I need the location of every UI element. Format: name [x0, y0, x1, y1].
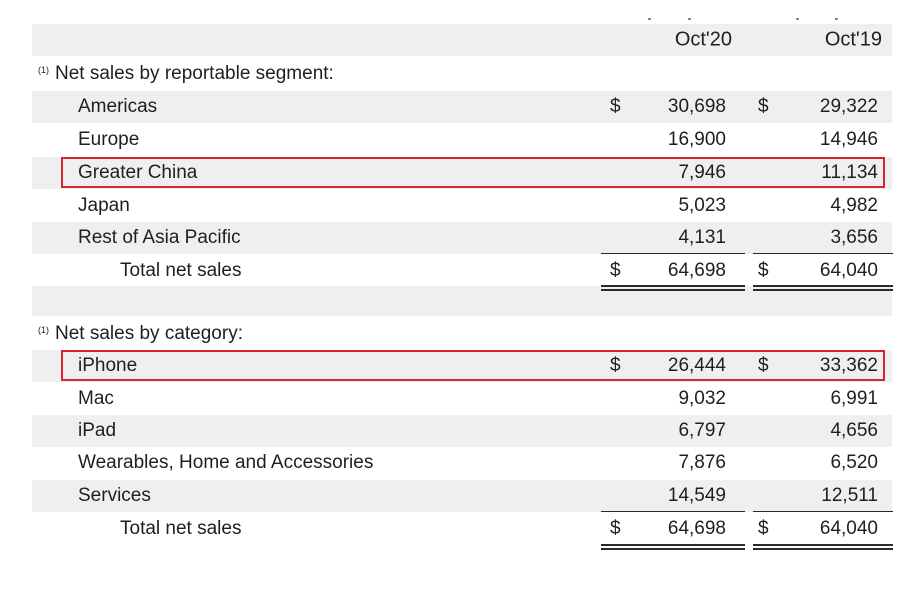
subtotal-rule [601, 511, 745, 512]
subtotal-rule [753, 511, 893, 512]
double-rule-bottom [753, 289, 893, 291]
row-label: Americas [78, 96, 158, 117]
value-oct20: 5,023 [678, 195, 726, 216]
column-header-row: Oct'20 Oct'19 [32, 24, 892, 56]
highlight-box-iphone [61, 350, 885, 381]
double-rule-top [753, 544, 893, 546]
double-rule-top [753, 285, 893, 287]
column-header-oct19: Oct'19 [824, 28, 882, 51]
row-label: iPhone [78, 355, 138, 376]
row-label: Mac [78, 388, 114, 409]
value-oct19: 11,134 [821, 162, 878, 183]
dollar-sign: $ [758, 518, 769, 539]
table-row-total-category: Total net sales $ 64,698 $ 64,040 [32, 513, 892, 545]
section-title-segment: (1) Net sales by reportable segment: [38, 63, 334, 85]
section-title-text: Net sales by category: [55, 323, 243, 344]
double-rule-bottom [601, 548, 745, 550]
value-oct19: 6,991 [830, 388, 878, 409]
value-oct19: 33,362 [819, 355, 878, 376]
row-label: Greater China [78, 162, 198, 183]
total-value-oct20: 64,698 [667, 518, 726, 539]
scan-tick-mark [688, 18, 691, 20]
scan-tick-mark [835, 18, 838, 20]
dollar-sign: $ [610, 260, 621, 281]
table-row-mac: Mac 9,032 6,991 [32, 383, 892, 415]
footnote-marker: (1) [38, 325, 49, 335]
dollar-sign: $ [610, 518, 621, 539]
value-oct19: 3,656 [830, 227, 878, 248]
footnote-marker: (1) [38, 65, 49, 75]
column-header-oct20: Oct'20 [674, 28, 732, 51]
section-title-row: (1) Net sales by reportable segment: [32, 58, 892, 90]
value-oct20: 14,549 [667, 485, 726, 506]
table-row-services: Services 14,549 12,511 [32, 480, 892, 512]
value-oct20: 7,876 [678, 452, 726, 473]
row-label: Japan [78, 195, 130, 216]
section-title-category: (1) Net sales by category: [38, 323, 243, 345]
value-oct20: 16,900 [667, 129, 726, 150]
row-label: iPad [78, 420, 117, 441]
double-rule-bottom [601, 289, 745, 291]
scan-tick-mark [648, 18, 651, 20]
highlight-box-greater-china [61, 157, 885, 188]
row-label: Services [78, 485, 151, 506]
value-oct20: 6,797 [678, 420, 726, 441]
table-row-wearables: Wearables, Home and Accessories 7,876 6,… [32, 447, 892, 479]
dollar-sign: $ [758, 355, 769, 376]
table-row-iphone: iPhone $ 26,444 $ 33,362 [32, 350, 892, 382]
value-oct20: 7,946 [678, 162, 726, 183]
table-row-europe: Europe 16,900 14,946 [32, 124, 892, 156]
section-title-text: Net sales by reportable segment: [55, 63, 334, 84]
value-oct20: 30,698 [667, 96, 726, 117]
value-oct19: 29,322 [819, 96, 878, 117]
scan-tick-mark [796, 18, 799, 20]
dollar-sign: $ [758, 96, 769, 117]
table-row-ipad: iPad 6,797 4,656 [32, 415, 892, 447]
table-row-americas: Americas $ 30,698 $ 29,322 [32, 91, 892, 123]
table-row-japan: Japan 5,023 4,982 [32, 190, 892, 222]
double-rule-top [601, 285, 745, 287]
total-value-oct20: 64,698 [667, 260, 726, 281]
total-label: Total net sales [120, 260, 242, 281]
value-oct19: 12,511 [821, 485, 878, 506]
row-label: Rest of Asia Pacific [78, 227, 241, 248]
value-oct20: 4,131 [678, 227, 726, 248]
row-label: Wearables, Home and Accessories [78, 452, 374, 473]
total-label: Total net sales [120, 518, 242, 539]
value-oct19: 4,982 [830, 195, 878, 216]
double-rule-top [601, 544, 745, 546]
total-value-oct19: 64,040 [819, 260, 878, 281]
table-row-greater-china: Greater China 7,946 11,134 [32, 157, 892, 189]
total-value-oct19: 64,040 [819, 518, 878, 539]
table-row-total-segment: Total net sales $ 64,698 $ 64,040 [32, 255, 892, 287]
row-label: Europe [78, 129, 140, 150]
dollar-sign: $ [758, 260, 769, 281]
table-row-rest-of-asia-pacific: Rest of Asia Pacific 4,131 3,656 [32, 222, 892, 254]
value-oct19: 6,520 [830, 452, 878, 473]
section-title-row: (1) Net sales by category: [32, 318, 892, 350]
value-oct20: 26,444 [667, 355, 726, 376]
subtotal-rule [753, 253, 893, 254]
dollar-sign: $ [610, 355, 621, 376]
double-rule-bottom [753, 548, 893, 550]
subtotal-rule [601, 253, 745, 254]
value-oct20: 9,032 [678, 388, 726, 409]
value-oct19: 14,946 [819, 129, 878, 150]
dollar-sign: $ [610, 96, 621, 117]
value-oct19: 4,656 [830, 420, 878, 441]
